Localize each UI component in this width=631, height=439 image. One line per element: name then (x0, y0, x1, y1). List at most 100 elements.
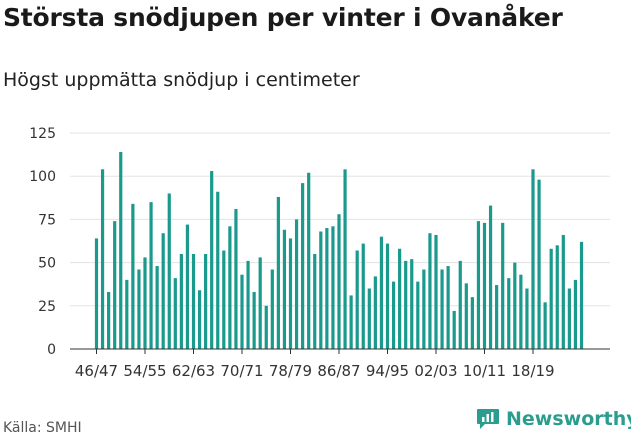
newsworthy-icon (477, 409, 499, 429)
bar (143, 257, 147, 349)
bar (294, 219, 299, 349)
bar (228, 226, 232, 349)
bar (149, 202, 153, 349)
y-tick-label: 25 (38, 299, 56, 315)
bar (313, 253, 317, 349)
bar (197, 290, 202, 349)
bar (355, 250, 359, 349)
bar (282, 229, 287, 349)
bar (543, 302, 547, 349)
bar (343, 169, 347, 349)
bar (155, 266, 159, 349)
bar (131, 203, 135, 349)
bar (173, 278, 177, 349)
newsworthy-logo[interactable]: Newsworthy (476, 408, 631, 430)
x-tick-label: 94/95 (366, 362, 409, 380)
bar (216, 191, 220, 349)
bar (482, 222, 487, 349)
bar (404, 260, 408, 349)
bar (167, 193, 171, 349)
bar (349, 295, 353, 349)
bar (367, 288, 371, 349)
x-tick-label: 62/63 (172, 362, 215, 380)
bar (100, 169, 105, 349)
bar (319, 231, 323, 349)
bar (246, 260, 250, 349)
bar (379, 236, 384, 349)
bar (307, 172, 311, 349)
bar (537, 179, 541, 349)
bar (501, 222, 505, 349)
bar (488, 205, 493, 349)
bar (252, 291, 256, 349)
bar (579, 241, 584, 349)
bar (125, 279, 129, 349)
bar (531, 169, 535, 349)
bar (567, 288, 571, 349)
bar (361, 243, 365, 349)
bar (204, 253, 208, 349)
bar (446, 266, 450, 349)
bar (337, 214, 341, 349)
bar (428, 233, 432, 349)
y-tick-label: 50 (38, 256, 56, 272)
bar (391, 281, 396, 349)
y-tick-label: 75 (38, 212, 56, 228)
bar (185, 224, 190, 349)
bar (525, 288, 529, 349)
bar (258, 257, 262, 349)
bar (270, 269, 274, 349)
y-tick-label: 100 (29, 169, 56, 185)
bar (573, 279, 578, 349)
bars (94, 152, 584, 349)
bar (549, 248, 553, 349)
chart-title: Största snödjupen per vinter i Ovanåker (3, 3, 563, 32)
bar (410, 259, 414, 349)
chart-subtitle: Högst uppmätta snödjup i centimeter (3, 69, 360, 91)
y-tick-label: 0 (47, 342, 56, 358)
bar (458, 260, 462, 349)
bar (325, 228, 329, 349)
bar-chart: 0 25 50 75 100 125 46/47 54/55 62/63 70/71 78/79 8… (29, 126, 610, 380)
x-tick-label: 54/55 (123, 362, 166, 380)
bar (161, 233, 165, 349)
x-tick-label: 10/11 (463, 362, 506, 380)
bar (301, 183, 305, 349)
x-tick-label: 02/03 (414, 362, 457, 380)
x-tick-label: 86/87 (317, 362, 360, 380)
bar (222, 250, 226, 349)
x-tick-label: 70/71 (220, 362, 263, 380)
bar (440, 269, 444, 349)
bar (398, 248, 402, 349)
bar (513, 262, 517, 349)
x-tick-label: 18/19 (511, 362, 554, 380)
bar (264, 305, 268, 349)
bar (240, 274, 244, 349)
bar (476, 221, 481, 349)
bar (179, 253, 183, 349)
bar (119, 152, 123, 349)
y-tick-label: 125 (29, 126, 56, 142)
bar (137, 269, 141, 349)
x-tick-label: 78/79 (269, 362, 312, 380)
bar (452, 310, 456, 349)
bar (385, 243, 390, 349)
x-tick-label: 46/47 (75, 362, 118, 380)
bar (276, 196, 280, 349)
y-axis-ticks: 0 25 50 75 100 125 (29, 126, 56, 358)
bar (561, 234, 565, 349)
bar (210, 171, 214, 349)
bar (373, 276, 377, 349)
bar (507, 278, 511, 349)
source-label: Källa: SMHI (3, 420, 82, 436)
bar (434, 234, 438, 349)
bar (331, 226, 335, 349)
bar (234, 209, 238, 349)
x-axis-ticks: 46/47 54/55 62/63 70/71 78/79 86/87 94/95 02/03… (75, 349, 555, 380)
bar (191, 253, 196, 349)
bar (94, 238, 99, 349)
bar (416, 281, 420, 349)
bar (464, 283, 468, 349)
bar (555, 245, 559, 349)
brand-name: Newsworthy (506, 408, 631, 430)
